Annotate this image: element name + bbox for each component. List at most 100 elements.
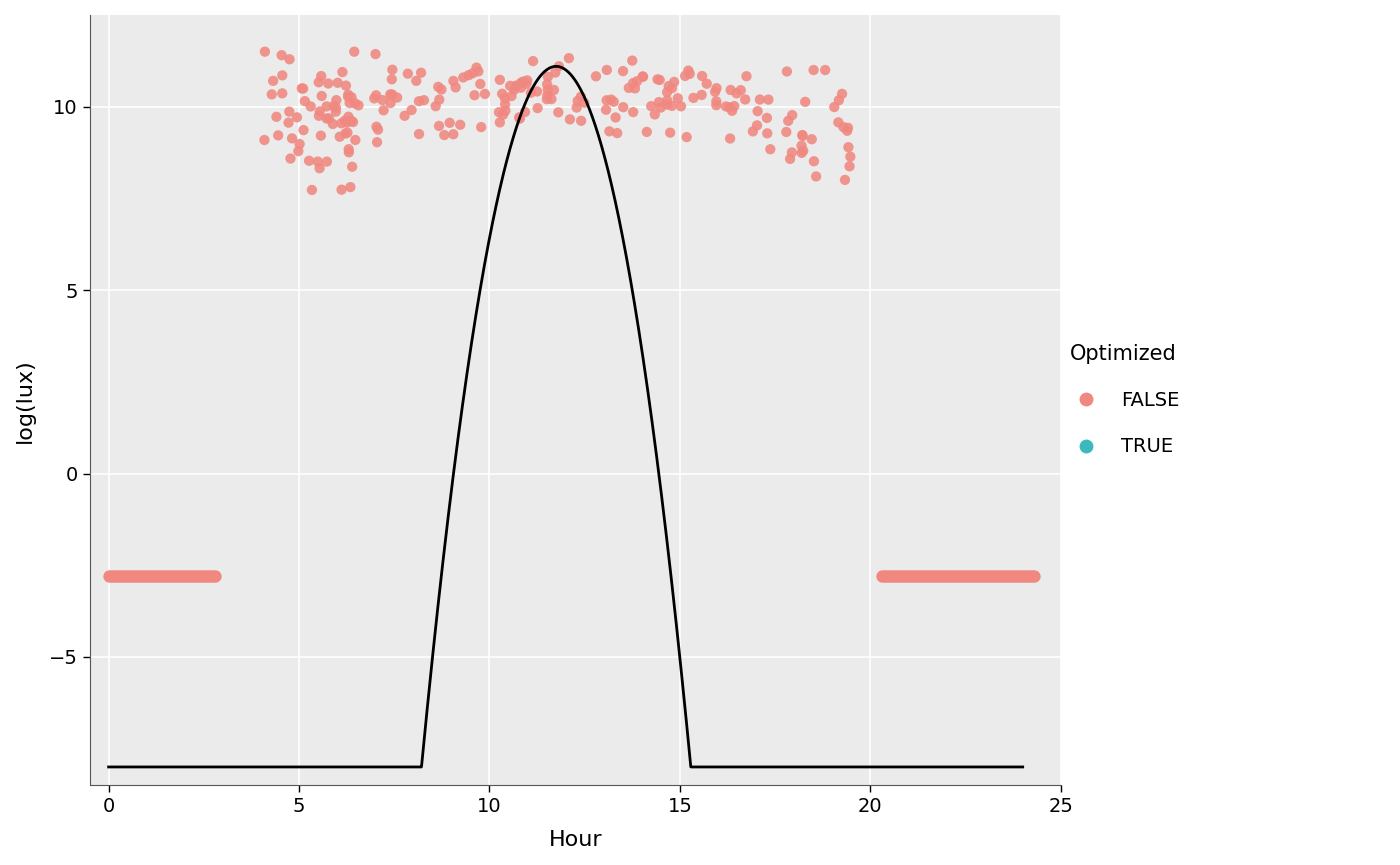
Point [329, 130, 351, 144]
Point [413, 93, 435, 107]
Point [757, 93, 780, 106]
Point [519, 86, 542, 99]
Point [602, 95, 624, 109]
Point [325, 93, 347, 107]
Point [293, 123, 315, 137]
Point [658, 80, 680, 93]
Point [839, 159, 861, 173]
Point [301, 183, 323, 197]
Point [678, 64, 700, 78]
Point [725, 86, 748, 100]
Point [839, 150, 861, 163]
Point [595, 93, 617, 107]
Point [326, 76, 349, 90]
Point [430, 82, 452, 96]
Point [293, 81, 315, 95]
Point [508, 111, 531, 125]
Point [830, 86, 853, 100]
Point [279, 52, 301, 66]
Point [508, 112, 531, 125]
Point [622, 76, 644, 90]
Point [706, 81, 728, 95]
Point [706, 99, 728, 112]
Point [379, 87, 402, 101]
Point [444, 80, 466, 94]
Point [536, 88, 559, 102]
Point [442, 127, 465, 141]
Point [405, 74, 427, 87]
Point [606, 126, 629, 140]
Point [675, 131, 697, 144]
Point [655, 98, 678, 112]
Point [281, 131, 304, 145]
Point [837, 140, 860, 154]
Point [781, 108, 804, 122]
Point [468, 64, 490, 78]
Point [308, 105, 330, 119]
Point [270, 48, 293, 62]
Point [279, 105, 301, 119]
Point [704, 85, 727, 99]
Point [526, 101, 549, 115]
Point [347, 99, 370, 112]
Point [288, 138, 311, 151]
Point [749, 93, 771, 106]
Point [253, 133, 276, 147]
Point [494, 92, 517, 106]
Point [756, 111, 778, 125]
Point [308, 109, 330, 123]
Point [505, 80, 528, 93]
Point [836, 124, 858, 138]
Point [510, 80, 532, 94]
Point [315, 155, 337, 169]
Point [470, 120, 493, 134]
Point [428, 119, 451, 133]
Point [547, 106, 570, 119]
Point [307, 155, 329, 169]
Point [337, 87, 360, 101]
Point [640, 99, 662, 113]
Point [298, 154, 321, 168]
Point [647, 73, 669, 87]
Point [309, 69, 332, 83]
Point [536, 93, 559, 106]
Point [720, 131, 742, 145]
Point [791, 129, 813, 143]
Point [332, 65, 354, 79]
Point [489, 116, 511, 130]
Point [286, 111, 308, 125]
Point [262, 74, 284, 87]
Point [813, 63, 836, 77]
Point [343, 45, 365, 59]
Point [267, 128, 290, 142]
Point [449, 118, 472, 131]
Point [396, 67, 419, 80]
Point [342, 115, 364, 129]
Point [344, 133, 367, 147]
Point [781, 145, 804, 159]
Point [515, 77, 538, 91]
Point [666, 92, 689, 106]
Point [526, 85, 549, 99]
Point [659, 125, 682, 139]
Point [500, 89, 522, 103]
Point [407, 127, 430, 141]
Point [272, 68, 294, 82]
Point [832, 120, 854, 134]
Point [318, 112, 340, 125]
Point [291, 81, 314, 95]
Point [746, 119, 769, 132]
Point [367, 123, 389, 137]
Point [489, 73, 511, 87]
Point [735, 69, 757, 83]
Point [407, 94, 430, 108]
Point [540, 93, 563, 106]
Point [734, 93, 756, 106]
Point [742, 125, 764, 138]
Point [322, 117, 344, 131]
Point [595, 103, 617, 117]
Point [428, 93, 451, 106]
Point [624, 81, 647, 95]
Point [315, 99, 337, 113]
Point [337, 145, 360, 159]
